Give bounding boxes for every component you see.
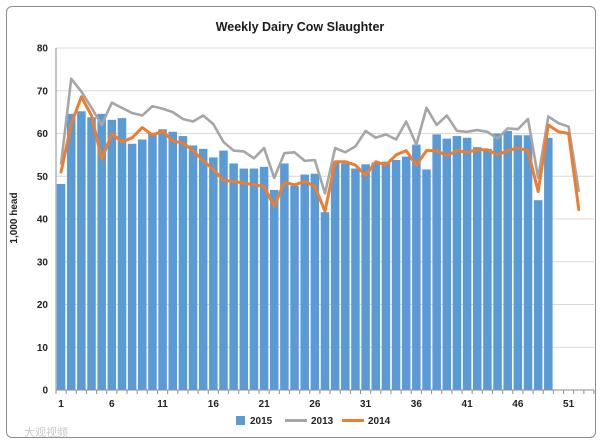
bar-2015-week-42 — [473, 147, 482, 390]
y-tick-label: 0 — [42, 386, 48, 397]
bar-2015-week-23 — [280, 163, 289, 390]
line-2014 — [59, 95, 581, 213]
bar-2015-week-31 — [361, 164, 370, 390]
x-tick-labels: 1 6 11 16 21 26 31 36 41 46 51 — [58, 399, 574, 410]
bar-2015-week-46 — [513, 135, 523, 390]
bar-2015-week-22 — [269, 189, 279, 390]
bar-2015-week-12 — [168, 131, 177, 391]
bar-2015-week-33 — [381, 161, 391, 390]
chart-frame — [6, 6, 596, 438]
bar-2015-week-38 — [432, 134, 441, 390]
bar-2015-week-25 — [300, 174, 309, 390]
legend-label-2013: 2013 — [311, 416, 334, 427]
y-tick-labels: 0 10 20 30 40 50 60 70 80 — [37, 44, 49, 397]
x-tick-label: 16 — [208, 399, 220, 410]
bar-2015-week-26 — [310, 173, 320, 390]
x-tick-label: 1 — [58, 399, 64, 410]
bar-2015-week-47 — [523, 135, 533, 390]
bar-2015-week-48 — [533, 200, 543, 390]
y-tick-label: 10 — [37, 343, 49, 354]
bar-2015-week-37 — [422, 169, 431, 390]
bar-2015-week-1 — [56, 183, 66, 390]
bar-2015-week-16 — [209, 157, 218, 390]
legend-label-2014: 2014 — [368, 416, 391, 427]
bar-2015-week-3 — [77, 111, 86, 391]
legend: 2015 2013 2014 — [236, 416, 391, 427]
bar-2015-week-11 — [158, 129, 167, 390]
x-tick-label: 6 — [109, 399, 115, 410]
bar-2015-week-24 — [290, 185, 299, 390]
line-series — [59, 77, 581, 213]
bar-2015-week-9 — [138, 139, 147, 390]
legend-swatch-2015 — [236, 416, 245, 425]
y-tick-label: 70 — [37, 86, 49, 97]
bar-2015-week-8 — [127, 143, 137, 390]
bar-2015-week-32 — [371, 162, 381, 390]
bar-2015-week-49 — [544, 137, 553, 390]
chart-title: Weekly Dairy Cow Slaughter — [216, 20, 385, 34]
bar-2015-week-17 — [219, 150, 228, 390]
x-tick-label: 41 — [462, 399, 474, 410]
bar-2015-week-43 — [483, 148, 492, 390]
y-tick-label: 20 — [37, 300, 49, 311]
bar-2015-week-14 — [188, 145, 198, 390]
y-tick-label: 40 — [37, 215, 49, 226]
bar-series-2015 — [56, 111, 553, 391]
y-tick-label: 30 — [37, 257, 49, 268]
x-tick-label: 11 — [157, 399, 168, 410]
bar-2015-week-28 — [330, 161, 340, 390]
y-tick-label: 80 — [37, 44, 49, 55]
bar-2015-week-18 — [229, 163, 238, 390]
bar-2015-week-45 — [503, 130, 512, 390]
y-tick-label: 50 — [37, 172, 49, 183]
bar-2015-week-20 — [249, 168, 259, 390]
watermark: 大观视频 — [24, 425, 68, 439]
axes — [55, 48, 595, 394]
bar-2015-week-30 — [351, 168, 360, 390]
x-tick-label: 21 — [259, 399, 271, 410]
bar-2015-week-27 — [320, 212, 330, 390]
bar-2015-week-34 — [391, 160, 401, 390]
x-tick-label: 51 — [563, 399, 575, 410]
bar-2015-week-4 — [87, 117, 96, 390]
bar-2015-week-15 — [198, 148, 208, 390]
bar-2015-week-10 — [148, 132, 157, 390]
bar-2015-week-6 — [107, 119, 117, 390]
bar-2015-week-21 — [259, 166, 269, 390]
legend-label-2015: 2015 — [250, 416, 273, 427]
bar-2015-week-29 — [341, 163, 350, 390]
y-tick-label: 60 — [37, 129, 49, 140]
x-tick-label: 26 — [309, 399, 321, 410]
x-tick-label: 36 — [411, 399, 423, 410]
bar-2015-week-36 — [412, 144, 421, 390]
bar-2015-week-2 — [66, 113, 76, 391]
line-2013 — [59, 77, 581, 195]
bar-2015-week-5 — [97, 113, 106, 391]
x-tick-label: 31 — [360, 399, 372, 410]
bar-2015-week-40 — [452, 136, 462, 390]
bar-2015-week-13 — [178, 136, 188, 390]
y-axis-label: 1,000 head — [9, 192, 20, 243]
bar-2015-week-35 — [401, 156, 411, 390]
x-tick-label: 46 — [512, 399, 524, 410]
bar-2015-week-7 — [117, 118, 127, 391]
bar-2015-week-44 — [493, 133, 502, 390]
bar-2015-week-39 — [442, 138, 452, 390]
bar-2015-week-19 — [239, 168, 249, 390]
bar-2015-week-41 — [462, 137, 472, 390]
